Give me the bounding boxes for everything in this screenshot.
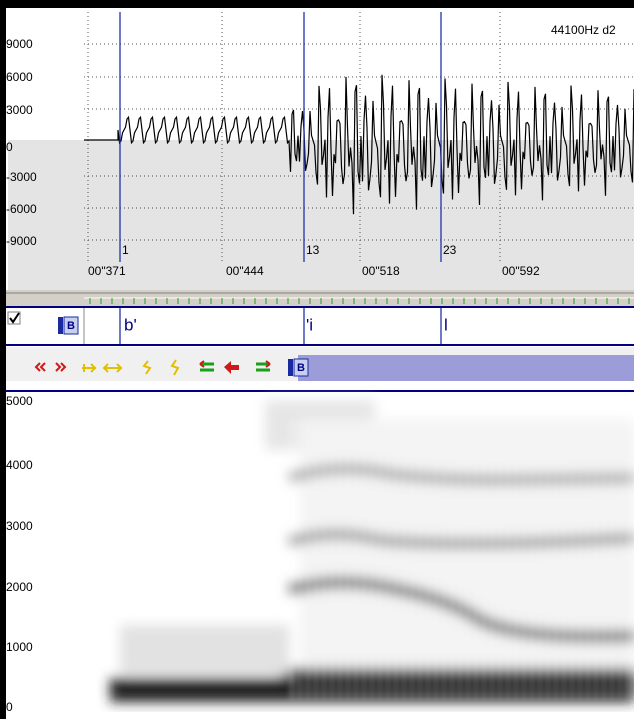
amplitude-label: -3000: [6, 170, 37, 184]
button-icon: [288, 359, 293, 376]
tool-back[interactable]: [224, 361, 239, 374]
grid: [84, 12, 634, 262]
voice-bar: [110, 678, 285, 702]
segment-label: l: [444, 315, 448, 334]
spectrogram: 5000 4000 3000 2000 1000 0: [6, 392, 634, 719]
amplitude-label: 9000: [6, 37, 33, 51]
waveform: [84, 74, 634, 215]
frequency-label: 1000: [6, 640, 33, 654]
tier-area: [6, 306, 634, 346]
tool-align-arrow[interactable]: [199, 360, 205, 368]
frame-left: [0, 0, 6, 719]
ruler-ticks: [89, 298, 630, 304]
amplitude-label: 6000: [6, 70, 33, 84]
tool-zoom[interactable]: [142, 360, 152, 375]
toolbar: B: [6, 347, 634, 392]
tier-button[interactable]: [63, 316, 79, 335]
frequency-label: 0: [6, 700, 13, 714]
button-icon: [58, 317, 63, 334]
checkmark: [9, 312, 20, 324]
amplitude-label: 0: [6, 140, 13, 154]
tool-zoom-out[interactable]: [170, 359, 180, 376]
toolbar-gap: [6, 381, 634, 391]
tool-move[interactable]: [82, 363, 97, 373]
time-label: 00"592: [502, 264, 540, 278]
toolbar-icons: [34, 359, 271, 376]
toolbar-button-label: B: [297, 362, 305, 374]
frequency-label: 4000: [6, 458, 33, 472]
energy-blob: [120, 625, 290, 675]
marker-lines: [119, 12, 442, 262]
amplitude-label: 3000: [6, 103, 33, 117]
formant-band: [288, 463, 634, 486]
tool-align[interactable]: [200, 362, 214, 372]
marker-label: 13: [306, 243, 320, 257]
tool-rewind[interactable]: [34, 362, 46, 372]
waveform-panel: 44100Hz d2 9000 6000 3000 0 -3000 -6000 …: [6, 8, 634, 290]
marker-label: 23: [443, 243, 457, 257]
segment-label: b': [124, 315, 137, 334]
tool-next-arrow[interactable]: [265, 360, 271, 368]
frequency-label: 2000: [6, 580, 33, 594]
toolbar-fill: [298, 355, 634, 381]
time-label: 00"371: [88, 264, 126, 278]
frequency-label: 3000: [6, 519, 33, 533]
striations: [291, 420, 629, 700]
ruler: [6, 290, 634, 306]
tool-next[interactable]: [256, 362, 270, 372]
amplitude-label: -6000: [6, 202, 37, 216]
tool-expand[interactable]: [102, 363, 123, 373]
frequency-label: 5000: [6, 394, 33, 408]
marker-label: 1: [122, 243, 129, 257]
spectrogram-bottom: [6, 712, 634, 719]
tier-button-label: B: [67, 320, 75, 332]
tool-forward[interactable]: [55, 362, 67, 372]
lower-area: [8, 140, 634, 290]
time-label: 00"518: [362, 264, 400, 278]
time-label: 00"444: [226, 264, 264, 278]
frame-top: [0, 0, 634, 8]
segment-tier: B b' 'i l: [6, 306, 634, 346]
sample-rate: 44100Hz d2: [551, 23, 616, 37]
toolbar-button[interactable]: [293, 358, 309, 377]
segment-label: 'i: [306, 315, 313, 334]
amplitude-label: -9000: [6, 234, 37, 248]
